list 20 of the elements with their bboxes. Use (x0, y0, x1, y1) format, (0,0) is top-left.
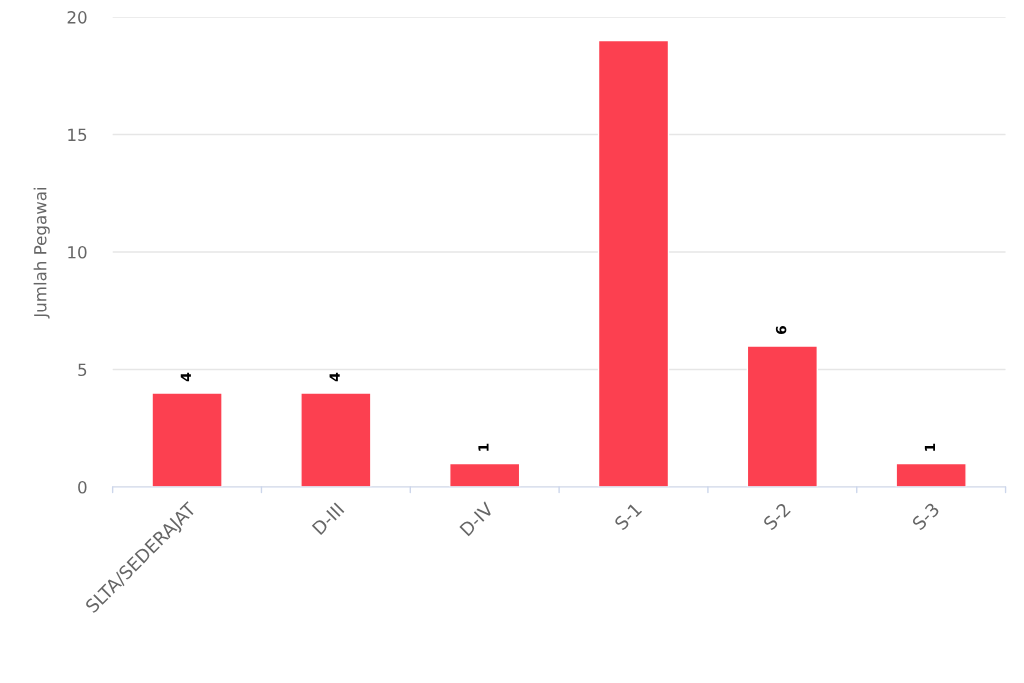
x-tick-label: S-1 (613, 502, 643, 531)
bar (300, 392, 372, 487)
y-axis-title: Jumlah Pegawai (33, 187, 50, 319)
bar (746, 345, 819, 487)
bar (449, 462, 521, 487)
bar (895, 462, 967, 487)
bar (597, 39, 670, 487)
data-label: 4 (180, 372, 191, 382)
x-tick-label: S-2 (762, 502, 791, 531)
y-tick-label: 10 (68, 245, 87, 259)
y-tick-label: 15 (68, 128, 87, 142)
bar (151, 392, 223, 487)
y-tick-label: 20 (67, 11, 87, 24)
y-tick-label: 5 (78, 363, 87, 377)
y-tick-label: 0 (78, 480, 87, 494)
data-label: 4 (329, 372, 340, 382)
data-label: 1 (478, 443, 489, 451)
data-label: 6 (775, 325, 787, 335)
x-tick-label: S-3 (911, 502, 941, 531)
data-label: 1 (924, 443, 935, 451)
